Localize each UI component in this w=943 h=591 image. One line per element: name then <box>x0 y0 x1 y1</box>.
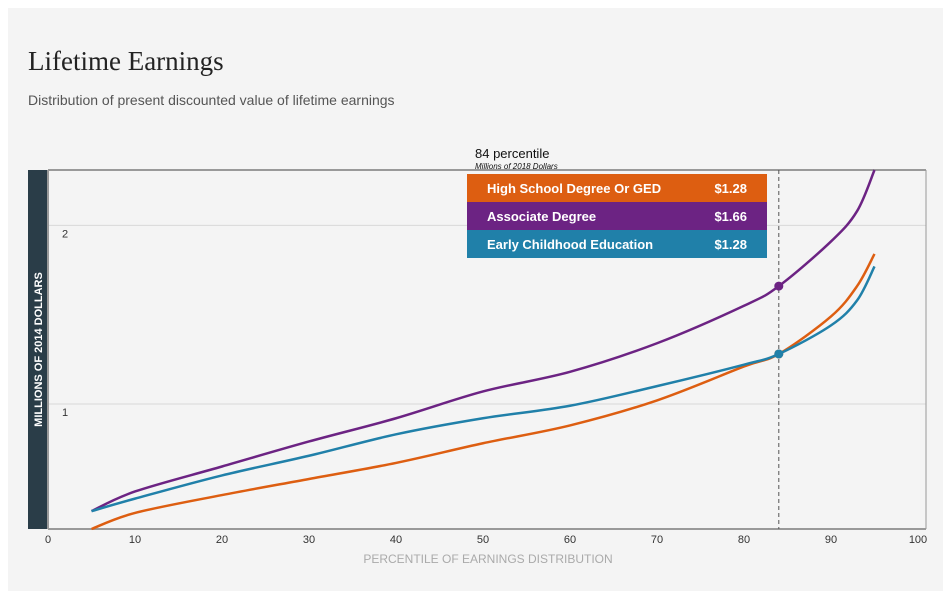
y-axis-band <box>28 170 48 529</box>
row-label: Early Childhood Education <box>487 236 654 252</box>
y-axis-label: MILLIONS OF 2014 DOLLARS <box>33 272 45 427</box>
highlight-point <box>774 349 784 359</box>
row-value: $1.28 <box>714 236 747 252</box>
row-label: Associate Degree <box>487 208 597 224</box>
x-tick-label: 60 <box>564 534 576 546</box>
y-tick-label: 2 <box>62 228 68 240</box>
series-line <box>91 253 876 531</box>
x-tick-label: 0 <box>45 534 51 546</box>
subtitle: Distribution of present discounted value… <box>28 92 395 108</box>
series-line <box>90 169 876 513</box>
row-value: $1.66 <box>714 208 747 224</box>
tooltip-row: Associate Degree $1.66 <box>467 202 767 230</box>
highlight-point <box>774 281 784 291</box>
y-tick-label: 1 <box>62 407 68 419</box>
x-axis-label: PERCENTILE OF EARNINGS DISTRIBUTION <box>363 552 612 566</box>
page-title: Lifetime Earnings <box>28 46 224 76</box>
x-tick-label: 50 <box>477 534 489 546</box>
row-value: $1.28 <box>714 180 747 196</box>
x-tick-label: 20 <box>216 534 228 546</box>
tooltip-heading: 84 percentile <box>475 146 550 161</box>
x-tick-label: 90 <box>825 534 837 546</box>
tooltip-units: Millions of 2018 Dollars <box>475 162 558 171</box>
row-label: High School Degree Or GED <box>487 180 662 196</box>
series-line <box>91 265 876 513</box>
line-chart[interactable]: MILLIONS OF 2014 DOLLARS 120 10 20 30 40 50 60 7… <box>8 8 943 591</box>
x-tick-label: 70 <box>651 534 663 546</box>
tooltip: High School Degree Or GED $1.28 Associate… <box>467 174 767 258</box>
x-tick-label: 80 <box>738 534 750 546</box>
x-tick-label: 10 <box>129 534 141 546</box>
chart-card: Lifetime Earnings Distribution of presen… <box>8 8 943 591</box>
x-tick-label: 100 <box>909 534 927 546</box>
tooltip-row: High School Degree Or GED $1.28 <box>467 174 767 202</box>
tooltip-row: Early Childhood Education $1.28 <box>467 230 767 258</box>
x-tick-label: 30 <box>303 534 315 546</box>
x-tick-label: 40 <box>390 534 402 546</box>
